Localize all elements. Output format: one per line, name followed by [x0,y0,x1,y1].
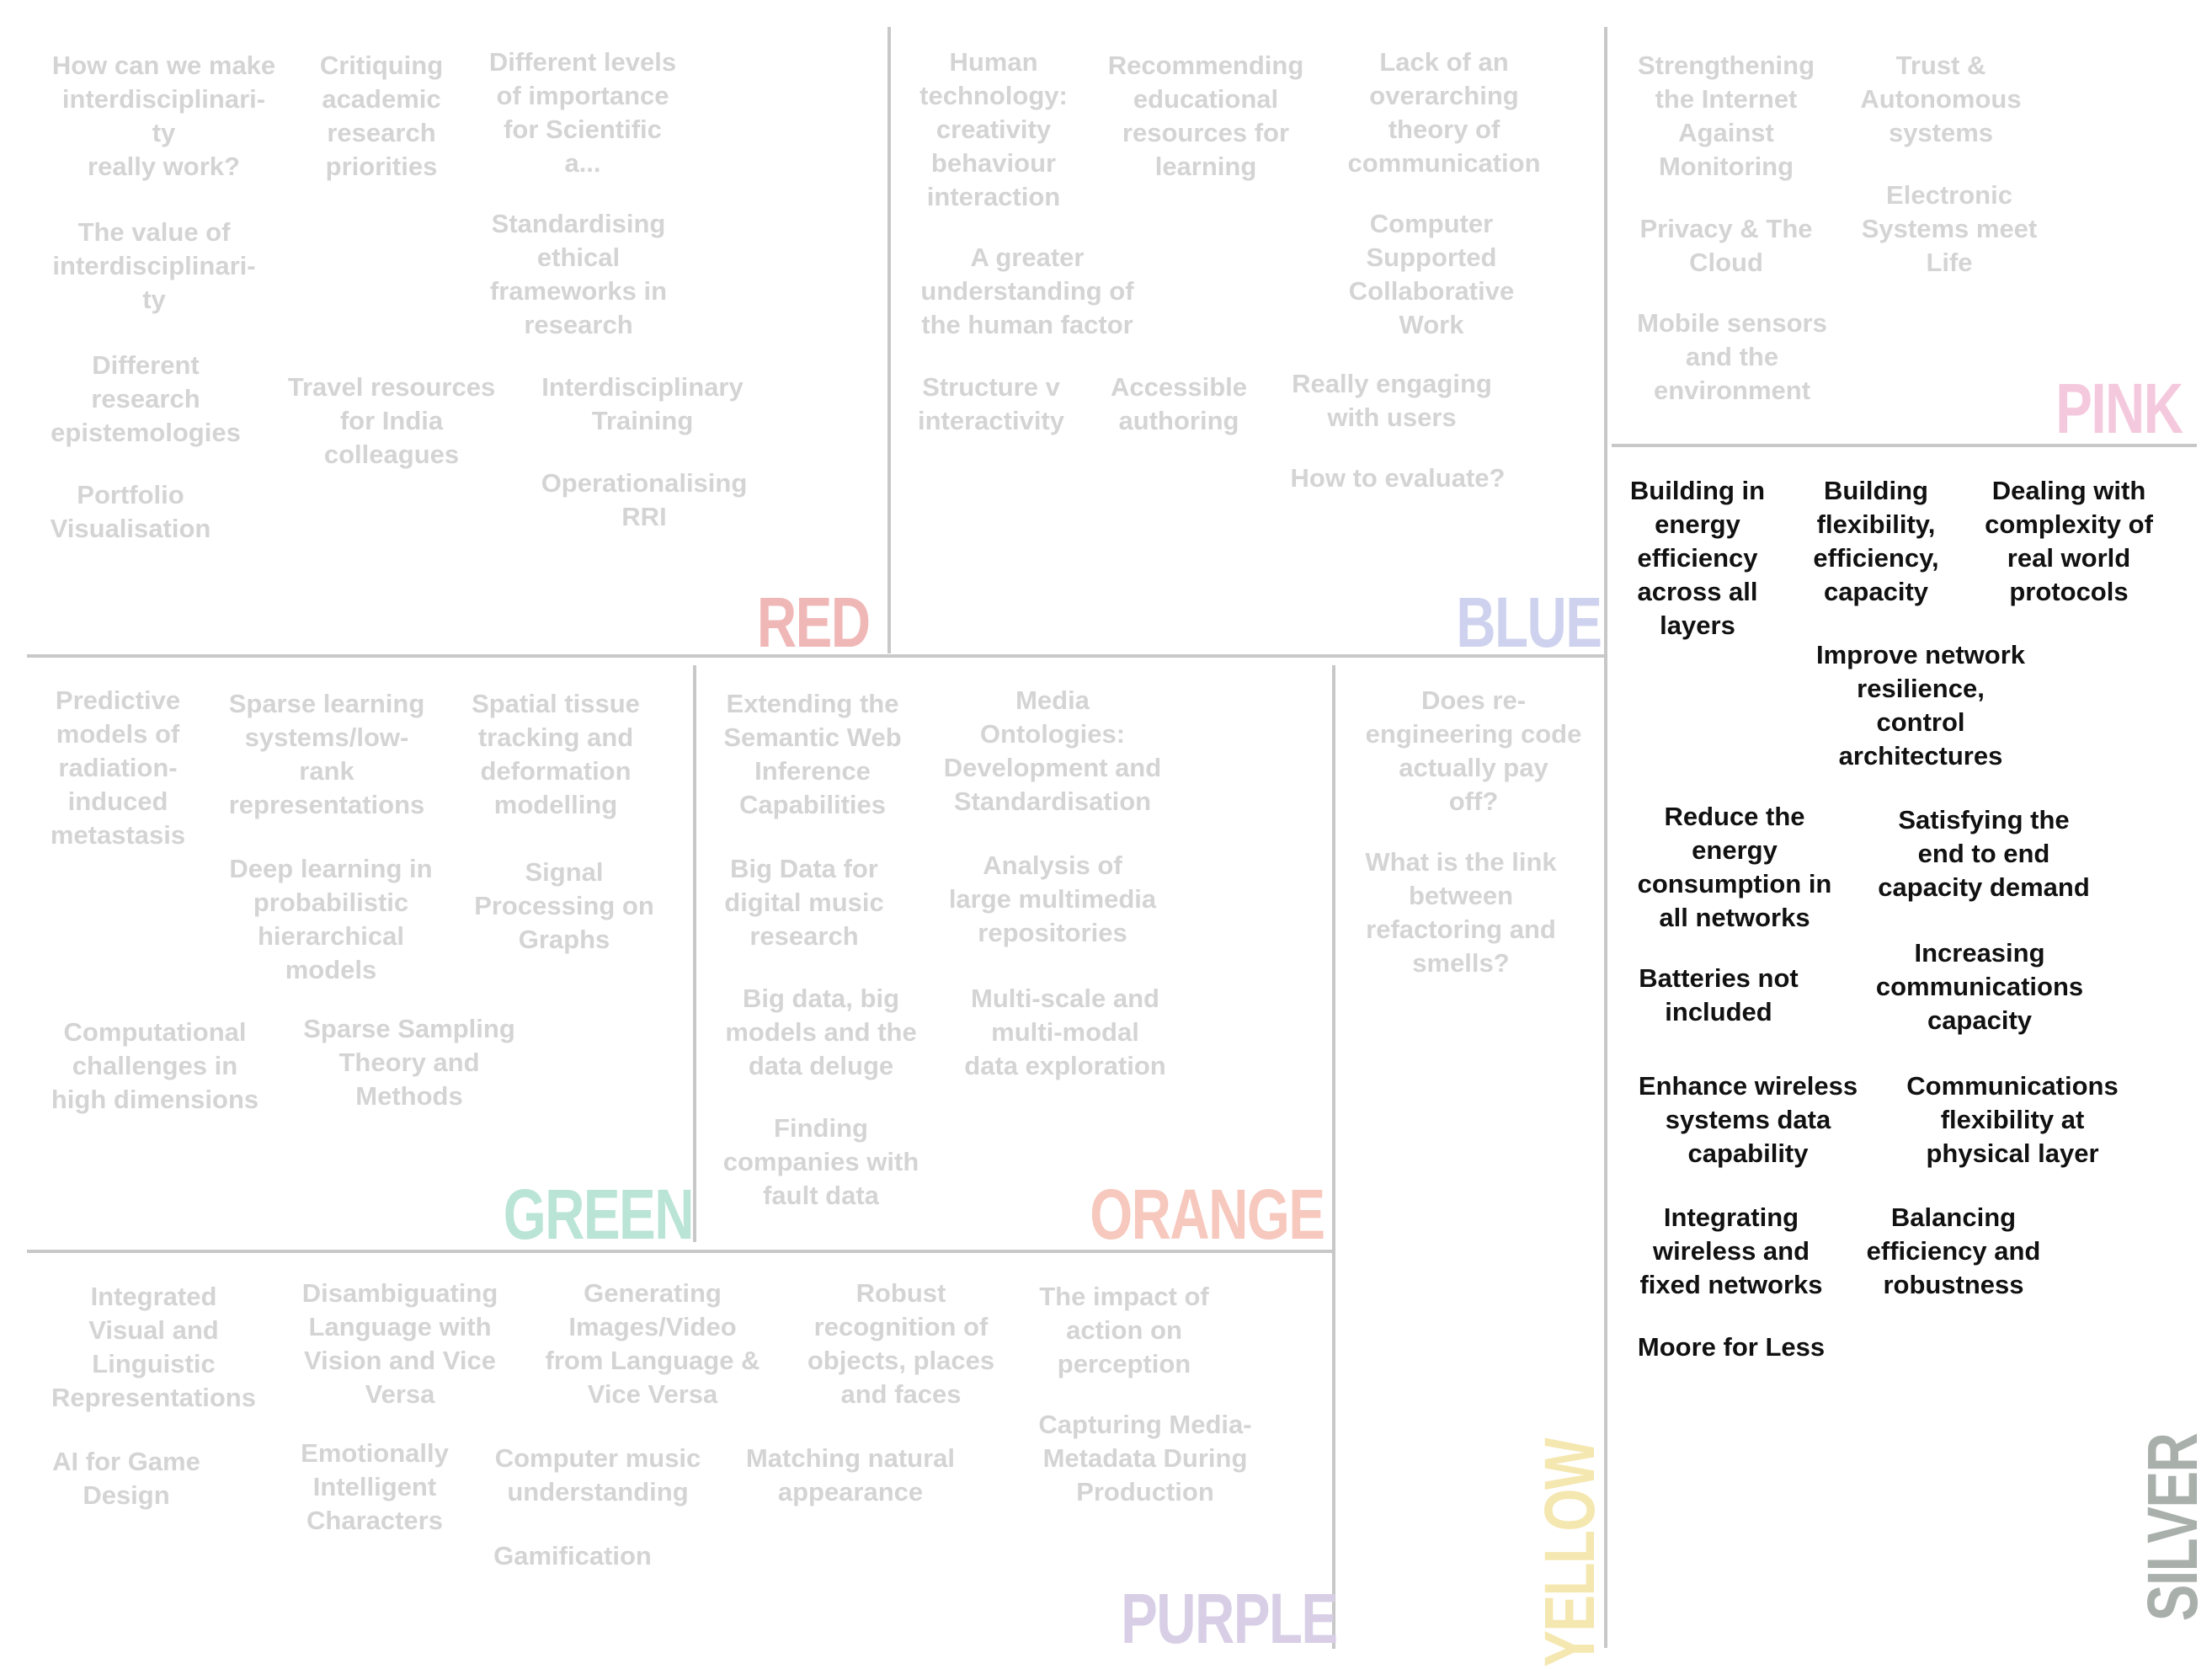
purple-item-6: AI for Game Design [52,1447,200,1510]
orange-item-1: Extending the Semantic Web Inference Cap… [723,689,902,819]
red-item-8: Interdisciplinary Training [541,372,744,435]
green-item-5: Signal Processing on Graphs [474,857,654,954]
yellow-item-1: Does re- engineering code actually pay o… [1365,685,1582,816]
purple-item-1: Integrated Visual and Linguistic Represe… [51,1282,256,1412]
group-label-silver: SILVER [2133,1433,2212,1622]
blue-item-7: Accessible authoring [1111,372,1247,435]
blue-item-3: Lack of an overarching theory of communi… [1347,47,1541,178]
purple-item-3: Generating Images/Video from Language & … [545,1278,760,1409]
group-label-red: RED [756,583,871,662]
pink-item-5: Mobile sensors and the environment [1637,308,1827,405]
divider-green-orange [693,665,696,1242]
silver-item-9: Enhance wireless systems data capability [1638,1071,1858,1168]
divider-orange-yellow [1332,665,1335,1649]
silver-item-4: Improve network resilience, control arch… [1815,640,2026,771]
purple-item-5: The impact of action on perception [1039,1282,1209,1378]
red-item-9: Portfolio Visualisation [50,480,211,543]
red-item-5: Standardising ethical frameworks in rese… [489,209,668,339]
green-item-6: Computational challenges in high dimensi… [51,1017,259,1114]
pink-item-1: Strengthening the Internet Against Monit… [1637,51,1815,181]
green-item-7: Sparse Sampling Theory and Methods [303,1014,515,1111]
red-item-6: Different research epistemologies [51,350,241,447]
orange-item-7: Finding companies with fault data [722,1113,919,1210]
silver-item-7: Batteries not included [1639,963,1799,1026]
blue-item-5: Computer Supported Collaborative Work [1348,209,1515,339]
silver-item-6: Satisfying the end to end capacity deman… [1878,805,2090,902]
group-label-green: GREEN [503,1175,695,1254]
purple-item-2: Disambiguating Language with Vision and … [301,1278,498,1409]
divider-pink-silver [1612,444,2197,447]
divider-top-row [27,654,1604,658]
silver-item-12: Balancing efficiency and robustness [1866,1202,2041,1299]
blue-item-6: Structure v interactivity [917,372,1064,435]
group-label-blue: BLUE [1456,583,1602,662]
silver-item-13: Moore for Less [1637,1332,1826,1362]
divider-blue-pink [1604,27,1607,1648]
silver-item-5: Reduce the energy consumption in all net… [1637,802,1832,932]
red-item-7: Travel resources for India colleagues [287,372,496,469]
orange-item-2: Media Ontologies: Development and Standa… [943,685,1162,816]
red-item-4: The value of interdisciplinari- ty [52,217,256,314]
green-item-4: Deep learning in probabilistic hierarchi… [229,854,433,984]
pink-item-3: Electronic Systems meet Life [1861,180,2038,277]
group-label-yellow: YELLOW [1530,1438,1609,1667]
orange-item-3: Big Data for digital music research [724,854,884,951]
red-item-1: How can we make interdisciplinari- ty re… [51,51,276,181]
divider-red-blue [887,27,891,653]
blue-item-9: How to evaluate? [1290,463,1506,493]
red-item-2: Critiquing academic research priorities [319,51,444,181]
silver-item-10: Communications flexibility at physical l… [1906,1071,2119,1168]
orange-item-5: Big data, big models and the data deluge [725,984,917,1080]
group-label-purple: PURPLE [1121,1579,1338,1658]
divider-middle-row [27,1250,1332,1253]
blue-item-8: Really engaging with users [1292,369,1492,432]
orange-item-4: Analysis of large multimedia repositorie… [948,850,1157,947]
blue-item-4: A greater understanding of the human fac… [920,243,1134,339]
orange-item-6: Multi-scale and multi-modal data explora… [964,984,1166,1080]
purple-item-11: Gamification [493,1541,652,1570]
green-item-3: Spatial tissue tracking and deformation … [472,689,640,819]
green-item-2: Sparse learning systems/low- rank repres… [228,689,425,819]
purple-item-8: Computer music understanding [494,1443,701,1506]
purple-item-4: Robust recognition of objects, places an… [807,1278,995,1409]
purple-item-9: Matching natural appearance [745,1443,955,1506]
silver-item-3: Dealing with complexity of real world pr… [1985,476,2153,606]
silver-item-8: Increasing communications capacity [1875,938,2084,1035]
pink-item-4: Privacy & The Cloud [1639,214,1813,277]
blue-item-1: Human technology: creativity behaviour i… [919,47,1068,211]
silver-item-2: Building flexibility, efficiency, capaci… [1813,476,1939,606]
red-item-3: Different levels of importance for Scien… [488,47,677,178]
pink-item-2: Trust & Autonomous systems [1860,51,2022,147]
silver-item-11: Integrating wireless and fixed networks [1639,1202,1823,1299]
blue-item-2: Recommending educational resources for l… [1107,51,1304,181]
purple-item-10: Capturing Media- Metadata During Product… [1038,1410,1252,1506]
purple-item-7: Emotionally Intelligent Characters [301,1438,449,1535]
group-label-orange: ORANGE [1090,1175,1325,1254]
green-item-1: Predictive models of radiation- induced … [50,685,186,850]
red-item-10: Operationalising RRI [541,468,748,531]
silver-item-1: Building in energy efficiency across all… [1629,476,1766,640]
group-label-pink: PINK [2055,369,2183,448]
yellow-item-2: What is the link between refactoring and… [1365,847,1557,978]
